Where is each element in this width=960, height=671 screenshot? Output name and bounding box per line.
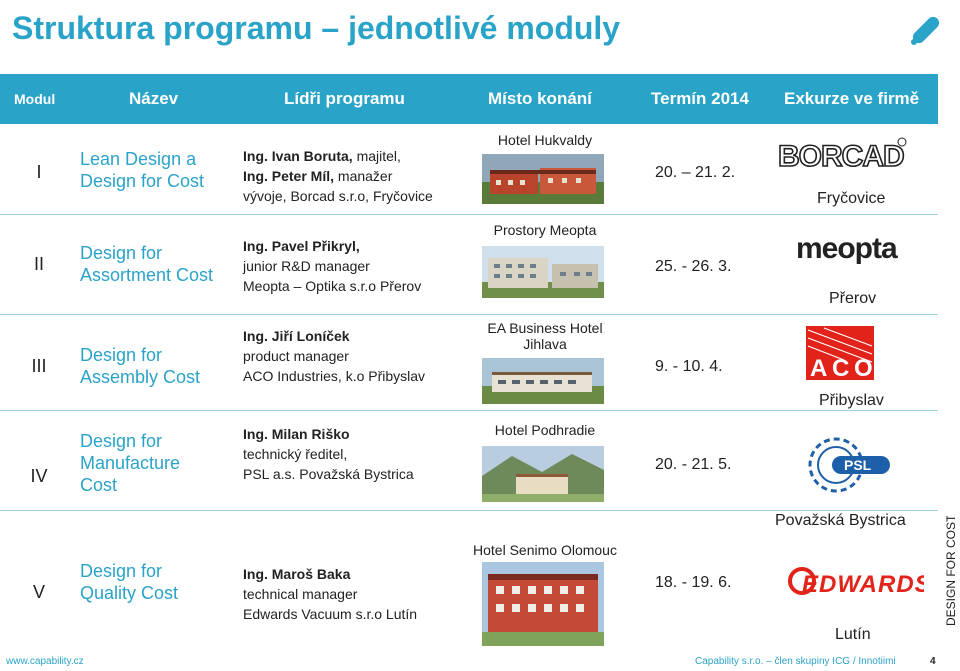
footer-company: Capability s.r.o. – člen skupiny ICG / I…	[695, 656, 896, 667]
venue-photo	[482, 446, 604, 502]
module-name: Design for Assortment Cost	[80, 243, 214, 285]
header-misto: Místo konání	[488, 89, 592, 108]
header-nazev: Název	[129, 89, 179, 108]
company-city: Lutín	[835, 626, 871, 643]
table-row: I Lean Design a Design for Cost Ing. Iva…	[0, 124, 938, 215]
header-lidri: Lídři programu	[284, 89, 405, 108]
company-city: Přerov	[829, 290, 877, 307]
company-city: Přibyslav	[819, 392, 884, 409]
edwards-logo: EDWARDS	[788, 567, 924, 598]
module-number: II	[33, 254, 44, 274]
svg-text:PSL: PSL	[844, 457, 872, 473]
meopta-logo: meopta	[796, 232, 899, 265]
module-number: IV	[30, 466, 48, 486]
footer-url[interactable]: www.capability.cz	[6, 656, 84, 667]
venue-photo	[482, 358, 604, 404]
venue-photo	[482, 562, 604, 646]
module-name: Design for Manufacture Cost	[80, 431, 181, 495]
module-number: V	[32, 582, 45, 602]
psl-logo: PSL	[808, 437, 890, 493]
module-leaders: Ing. Maroš Baka technical manager Edward…	[243, 566, 418, 622]
header-exkurze: Exkurze ve firmě	[784, 89, 920, 108]
module-leaders: Ing. Jiří Loníček product manager ACO In…	[243, 328, 426, 384]
table-header: Modul Název Lídři programu Místo konání …	[0, 74, 938, 124]
venue-name: Prostory Meopta	[493, 222, 597, 238]
svg-text:meopta: meopta	[796, 232, 898, 265]
module-leaders: Ing. Ivan Boruta, majitel, Ing. Peter Mí…	[243, 148, 433, 204]
table-row: IV Design for Manufacture Cost Ing. Mila…	[0, 410, 938, 529]
module-leaders: Ing. Pavel Přikryl, junior R&D manager M…	[243, 238, 422, 294]
company-city: Fryčovice	[817, 190, 886, 207]
module-number: I	[36, 162, 42, 182]
module-name: Design for Assembly Cost	[80, 345, 201, 387]
venue-name: Hotel Senimo Olomouc	[473, 542, 617, 558]
module-date: 20. - 21. 5.	[655, 456, 732, 473]
module-date: 25. - 26. 3.	[655, 258, 732, 275]
module-date: 20. – 21. 2.	[655, 164, 736, 181]
venue-name: Hotel Hukvaldy	[497, 132, 593, 148]
svg-text:BORCAD: BORCAD	[778, 140, 904, 172]
module-date: 18. - 19. 6.	[655, 574, 732, 591]
venue-photo	[482, 246, 604, 298]
module-number: III	[31, 356, 47, 376]
module-name: Lean Design a Design for Cost	[80, 149, 205, 191]
header-termin: Termín 2014	[651, 89, 749, 108]
module-leaders: Ing. Milan Riško technický ředitel, PSL …	[243, 426, 414, 482]
svg-text:C: C	[832, 355, 849, 382]
svg-text:O: O	[854, 355, 873, 382]
venue-photo	[482, 154, 604, 204]
pen-icon	[910, 16, 940, 46]
table-row: II Design for Assortment Cost Ing. Pavel…	[0, 214, 938, 315]
company-city: Považská Bystrica	[775, 512, 906, 529]
page-title: Struktura programu – jednotlivé moduly	[12, 10, 621, 46]
page-number: 4	[930, 656, 936, 667]
header-modul: Modul	[14, 91, 56, 107]
module-name: Design for Quality Cost	[80, 561, 179, 603]
venue-name: Hotel Podhradie	[494, 422, 596, 438]
svg-text:EDWARDS: EDWARDS	[802, 571, 924, 598]
side-label: DESIGN FOR COST	[940, 514, 960, 626]
borcad-logo: BORCAD	[777, 137, 907, 172]
table-row: III Design for Assembly Cost Ing. Jiří L…	[0, 314, 938, 411]
module-date: 9. - 10. 4.	[655, 358, 723, 375]
svg-text:A: A	[810, 355, 827, 382]
table-row: V Design for Quality Cost Ing. Maroš Bak…	[0, 510, 938, 650]
svg-text:DESIGN FOR COST: DESIGN FOR COST	[944, 516, 958, 626]
venue-name: EA Business Hotel Jihlava	[487, 320, 603, 352]
